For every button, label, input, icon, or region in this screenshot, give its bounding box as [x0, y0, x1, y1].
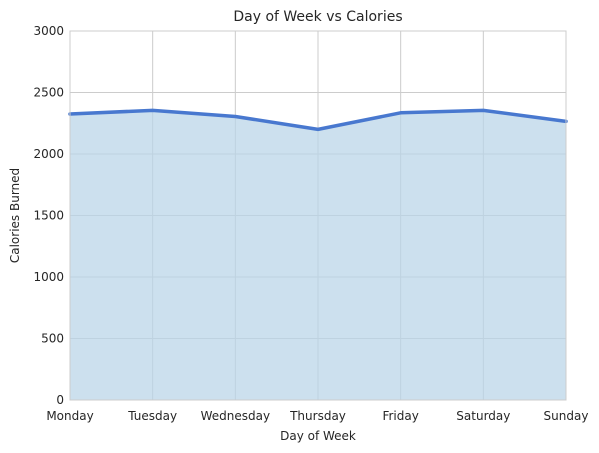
y-tick-label: 0 — [56, 393, 64, 407]
y-tick-label: 1000 — [33, 270, 64, 284]
x-tick-label: Tuesday — [127, 409, 177, 423]
x-tick-label: Wednesday — [201, 409, 270, 423]
plot-frame — [69, 30, 567, 401]
x-tick-label: Thursday — [289, 409, 346, 423]
y-tick-label: 2500 — [33, 86, 64, 100]
series-area — [70, 110, 566, 401]
axis-layer: 0 500 1000 1500 2000 2500 3000 Monday Tuesday Wed… — [33, 24, 588, 423]
area-layer — [68, 108, 568, 401]
x-tick-label: Sunday — [544, 409, 589, 423]
y-tick-label: 500 — [41, 332, 64, 346]
y-tick-label: 3000 — [33, 24, 64, 38]
y-tick-label: 1500 — [33, 209, 64, 223]
x-tick-label: Monday — [46, 409, 93, 423]
x-tick-label: Saturday — [456, 409, 510, 423]
x-axis-label: Day of Week — [280, 429, 356, 443]
chart-title: Day of Week vs Calories — [233, 9, 402, 25]
y-axis-label: Calories Burned — [8, 168, 22, 263]
y-tick-label: 2000 — [33, 147, 64, 161]
x-tick-label: Friday — [382, 409, 418, 423]
